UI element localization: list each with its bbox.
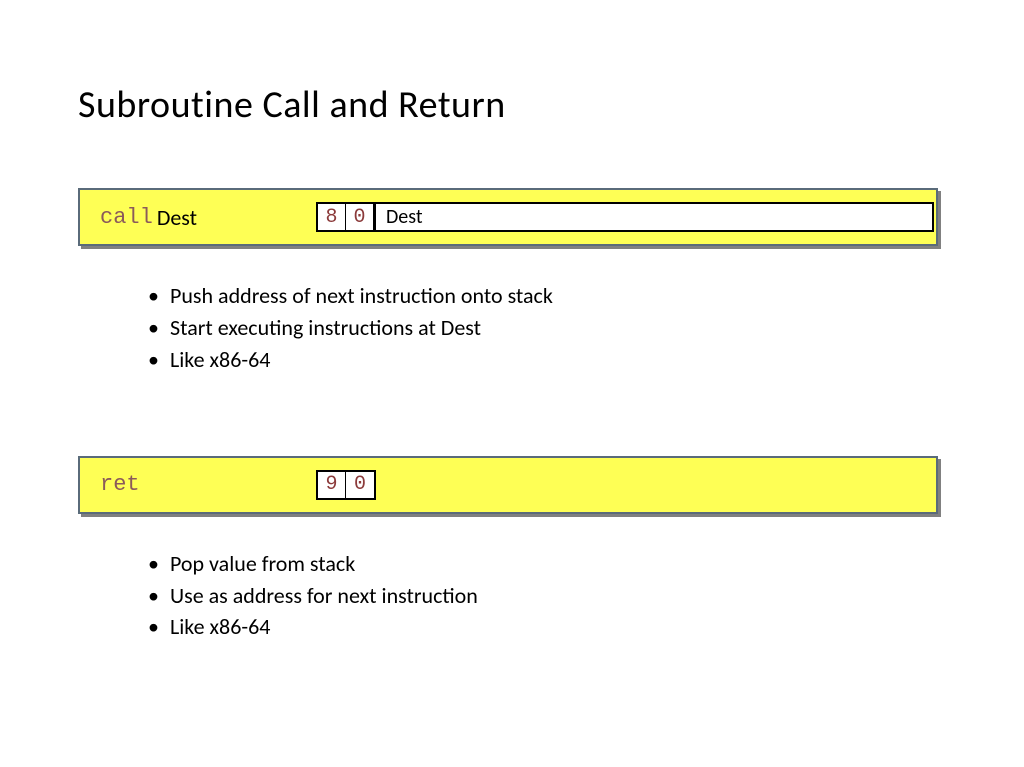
dest-field: Dest	[374, 204, 932, 230]
call-operand: Dest	[157, 204, 197, 231]
opcode-byte: 9	[318, 472, 346, 498]
bullet-item: Use as address for next instruction	[148, 580, 946, 612]
page-title: Subroutine Call and Return	[78, 82, 946, 128]
opcode-byte: 0	[346, 472, 374, 498]
bullet-item: Start executing instructions at Dest	[148, 312, 946, 344]
ret-instruction-bar: ret 90	[78, 456, 938, 514]
ret-mnemonic: ret	[100, 472, 140, 497]
ret-encoding-box: 90	[316, 470, 376, 500]
call-encoding-box: 80Dest	[316, 202, 934, 232]
call-mnemonic: call	[100, 205, 153, 230]
bullet-item: Pop value from stack	[148, 548, 946, 580]
opcode-byte: 8	[318, 204, 346, 230]
call-instruction-bar: call Dest 80Dest	[78, 188, 938, 246]
opcode-byte: 0	[346, 204, 374, 230]
ret-bullets: Pop value from stackUse as address for n…	[148, 548, 946, 644]
bullet-item: Like x86-64	[148, 344, 946, 376]
call-bullets: Push address of next instruction onto st…	[148, 280, 946, 376]
bullet-item: Like x86-64	[148, 611, 946, 643]
bullet-item: Push address of next instruction onto st…	[148, 280, 946, 312]
